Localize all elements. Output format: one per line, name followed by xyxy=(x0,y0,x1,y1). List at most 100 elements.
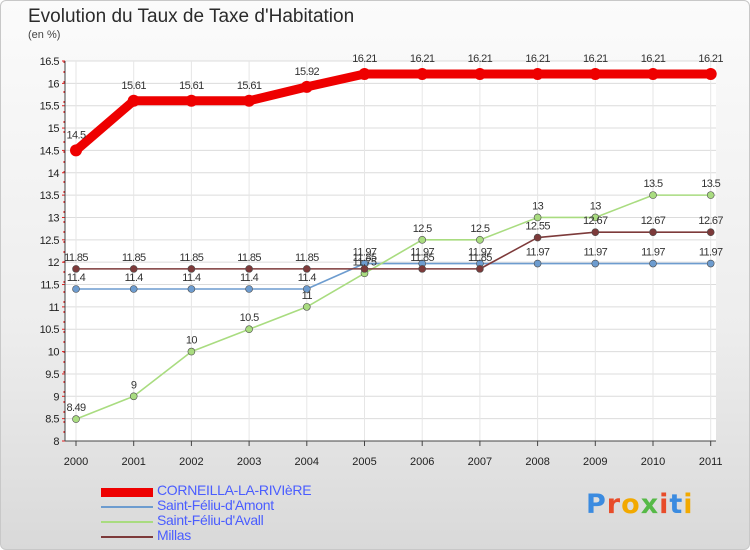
data-point xyxy=(187,347,196,356)
data-label: 11.85 xyxy=(410,252,434,264)
y-tick-label: 10 xyxy=(48,347,60,359)
y-tick-label: 12 xyxy=(48,257,60,269)
y-tick-label: 14.5 xyxy=(40,145,60,157)
data-point xyxy=(704,67,717,80)
x-tick-label: 2006 xyxy=(410,456,434,468)
x-tick-label: 2010 xyxy=(641,456,665,468)
x-tick-label: 2002 xyxy=(179,456,203,468)
data-point xyxy=(473,67,486,80)
data-label: 11 xyxy=(302,290,313,302)
series-line-1 xyxy=(75,262,712,290)
data-point xyxy=(531,67,544,80)
x-tick-label: 2000 xyxy=(64,456,88,468)
data-label: 13.5 xyxy=(643,178,662,190)
data-label: 16.21 xyxy=(583,53,608,65)
data-label: 12.5 xyxy=(470,223,489,235)
x-tick-label: 2005 xyxy=(352,456,376,468)
data-point xyxy=(647,67,659,80)
data-label: 11.75 xyxy=(353,256,377,268)
data-point xyxy=(649,191,657,199)
data-point xyxy=(476,265,484,273)
plot-area xyxy=(65,61,716,441)
x-tick-label: 2001 xyxy=(121,456,145,468)
data-point xyxy=(245,285,253,293)
series-line-2 xyxy=(75,194,712,420)
x-tick-label: 2007 xyxy=(468,456,492,468)
data-label: 11.97 xyxy=(353,247,377,259)
data-point xyxy=(245,265,253,273)
y-tick-label: 13.5 xyxy=(40,190,60,202)
data-point xyxy=(358,67,371,80)
data-point xyxy=(591,213,600,222)
data-label: 11.4 xyxy=(125,272,144,284)
data-label: 12.55 xyxy=(525,221,550,233)
y-tick-label: 9.5 xyxy=(45,369,59,381)
data-label: 15.61 xyxy=(121,80,146,92)
x-tick-label: 2011 xyxy=(699,456,723,468)
data-point xyxy=(129,392,138,401)
data-point xyxy=(302,265,311,273)
data-label: 14.5 xyxy=(66,129,85,141)
data-label: 12.67 xyxy=(641,215,666,227)
x-tick-label: 2009 xyxy=(583,456,607,468)
legend-label: Saint-Féliu-d'Amont xyxy=(157,497,274,513)
data-label: 16.21 xyxy=(468,53,493,65)
data-point xyxy=(533,259,542,268)
data-label: 16.21 xyxy=(352,53,377,65)
data-point xyxy=(533,213,542,222)
data-label: 11.85 xyxy=(122,252,146,264)
data-label: 12.5 xyxy=(413,223,432,235)
data-label: 11.85 xyxy=(237,252,261,264)
data-label: 11.97 xyxy=(468,247,492,259)
data-point xyxy=(127,94,140,107)
data-point xyxy=(187,265,196,273)
data-point xyxy=(185,94,198,107)
data-point xyxy=(129,285,138,293)
legend-swatch xyxy=(101,521,153,523)
data-point xyxy=(187,285,196,293)
series-line-0 xyxy=(71,69,716,155)
data-point xyxy=(418,236,427,244)
data-point xyxy=(416,67,429,80)
data-label: 11.97 xyxy=(641,247,665,259)
data-label: 15.61 xyxy=(237,80,262,92)
chart-title: Evolution du Taux de Taxe d'Habitation xyxy=(28,6,355,27)
data-label: 10.5 xyxy=(240,312,259,324)
data-label: 9 xyxy=(131,379,137,391)
y-tick-label: 8.5 xyxy=(45,414,59,426)
data-point xyxy=(706,191,715,199)
data-label: 11.4 xyxy=(182,272,201,284)
data-point xyxy=(245,325,253,334)
y-tick-label: 14 xyxy=(48,168,60,180)
y-tick-label: 13 xyxy=(48,212,60,224)
data-point xyxy=(72,265,80,273)
data-label: 11.85 xyxy=(353,252,377,264)
y-tick-label: 9 xyxy=(53,391,59,403)
data-point xyxy=(591,259,600,268)
proxiti-logo: Proxiti xyxy=(586,489,694,520)
data-label: 15.92 xyxy=(295,66,320,78)
data-point xyxy=(72,415,80,423)
data-label: 11.97 xyxy=(526,247,550,259)
data-label: 10 xyxy=(186,335,198,347)
chart-subtitle: (en %) xyxy=(28,29,61,41)
data-point xyxy=(70,144,82,157)
data-point xyxy=(591,228,600,237)
data-point xyxy=(649,228,657,237)
data-label: 8.49 xyxy=(66,402,85,414)
y-tick-label: 10.5 xyxy=(40,324,60,336)
data-point xyxy=(589,67,602,80)
data-point xyxy=(243,94,256,107)
legend-label: Saint-Féliu-d'Avall xyxy=(157,512,264,528)
data-point xyxy=(418,265,427,273)
data-point xyxy=(129,265,138,273)
data-point xyxy=(706,228,715,237)
x-tick-label: 2003 xyxy=(237,456,261,468)
data-point xyxy=(649,259,657,268)
data-point xyxy=(533,233,542,242)
data-label: 11.97 xyxy=(583,247,607,259)
data-label: 11.4 xyxy=(240,272,259,284)
y-tick-label: 11 xyxy=(49,302,60,314)
data-label: 11.4 xyxy=(298,272,317,284)
